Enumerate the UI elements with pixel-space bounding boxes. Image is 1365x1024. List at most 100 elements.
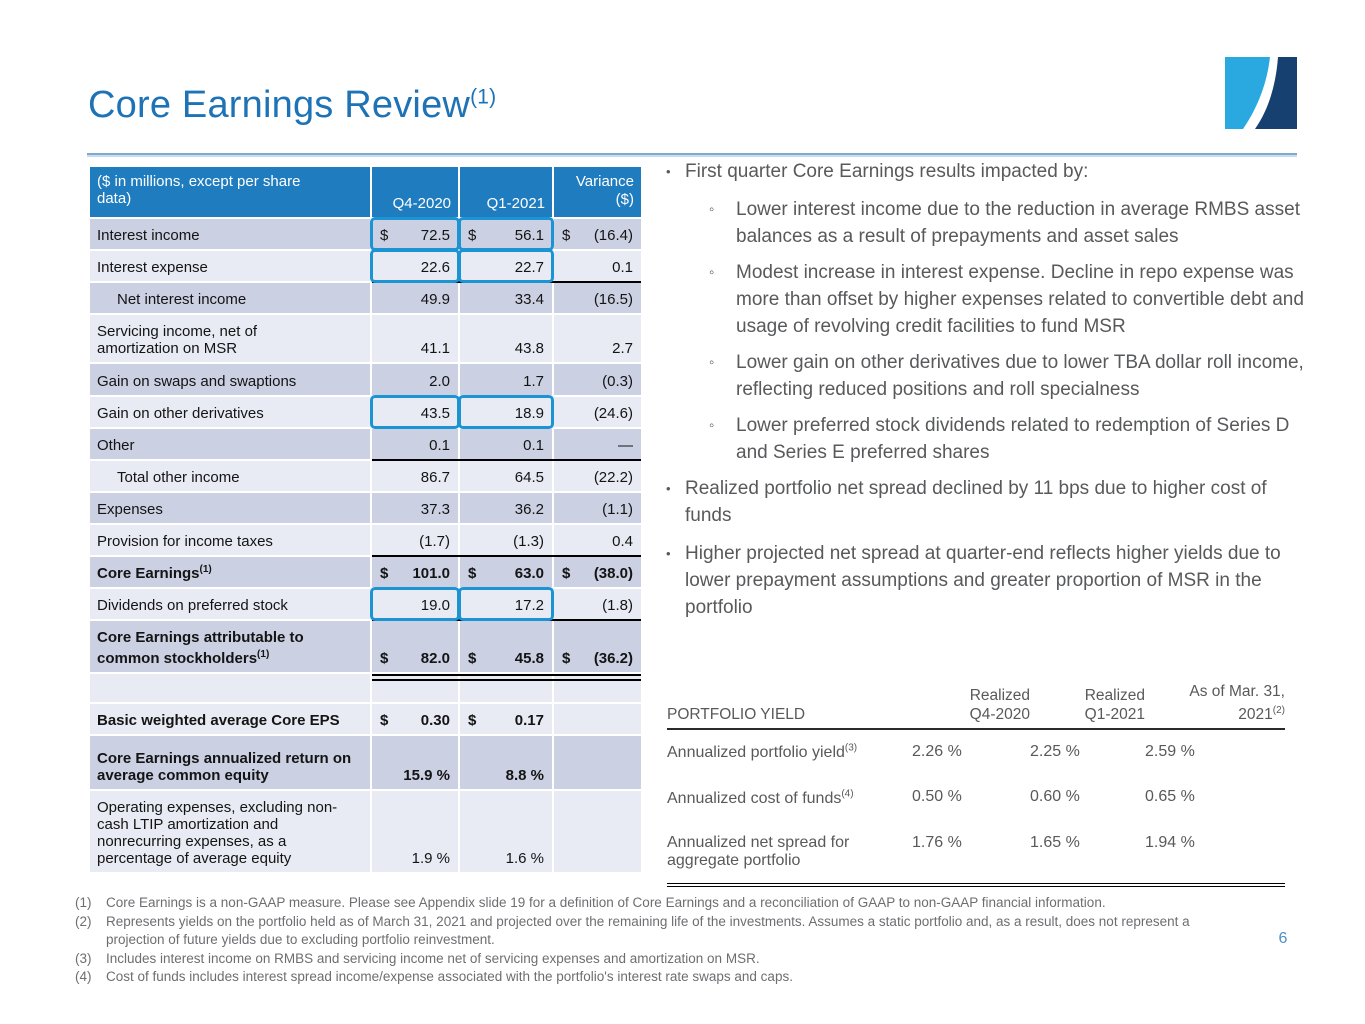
value-text: 63.0 (514, 565, 544, 582)
row-label: Expenses (97, 501, 163, 518)
portfolio-value-cell: 1.76 % (912, 834, 1030, 870)
sub-bullet-text: Lower gain on other derivatives due to l… (736, 352, 1304, 400)
company-logo-icon (1225, 57, 1297, 129)
portfolio-row-label: Annualized portfolio yield(3) (667, 743, 858, 762)
value-text: 0.4 (612, 533, 633, 550)
cell-value: (0.3) (554, 373, 641, 390)
portfolio-table-title-text: PORTFOLIO YIELD (667, 706, 806, 724)
commentary-bullet-list: • First quarter Core Earnings results imp… (663, 158, 1311, 632)
bullet-text: Realized portfolio net spread declined b… (685, 478, 1267, 526)
q4-value-cell: 0.1 (372, 429, 458, 459)
q4-value-cell: 22.6 (370, 249, 460, 283)
portfolio-value: 0.60 % (1030, 788, 1080, 806)
cell-value: 0.4 (554, 533, 641, 550)
currency-sign: $ (468, 650, 477, 667)
currency-sign: $ (468, 565, 477, 582)
variance-value-cell (554, 791, 641, 872)
value-text: (38.0) (593, 565, 633, 582)
sub-bullet-item: ◦ Modest increase in interest expense. De… (663, 259, 1311, 340)
core-earnings-table: ($ in millions, except per share data) Q… (90, 167, 641, 874)
sub-bullet-icon: ◦ (709, 264, 715, 281)
variance-value-cell: 0.4 (554, 525, 641, 555)
cell-value: — (554, 437, 641, 454)
row-label: Gain on swaps and swaptions (97, 373, 297, 390)
bullet-icon: • (666, 546, 671, 561)
table-row: Basic weighted average Core EPS $0.30 $0.1… (90, 704, 641, 734)
variance-value-cell: (1.8) (554, 589, 641, 619)
q4-value-cell: 49.9 (372, 283, 458, 313)
footnote-ref: (1) (199, 564, 212, 575)
value-text: 8.8 % (505, 767, 544, 784)
bullet-icon: • (666, 164, 671, 179)
col-header-q4-2020: Q4-2020 (392, 195, 451, 212)
table-row: Core Earnings(1) $101.0 $63.0 $ (38.0) (90, 557, 641, 587)
q1-value-cell: 1.7 (460, 364, 552, 395)
q1-value-cell: $0.17 (460, 704, 552, 734)
value-text: (1.7) (419, 533, 450, 550)
cell-value: (24.6) (554, 405, 641, 422)
cell-value: 2.7 (554, 340, 641, 357)
row-label-cell: Servicing income, net of amortization on… (90, 315, 370, 362)
subtotal-rule-line (372, 281, 641, 283)
cell-value: (1.7) (372, 533, 458, 550)
value-text: (36.2) (593, 650, 633, 667)
row-label-cell: Gain on other derivatives (90, 397, 370, 427)
footnote-item: (2) Represents yields on the portfolio he… (75, 913, 1210, 950)
portfolio-header-cell: As of Mar. 31, 2021(2) (1145, 682, 1285, 728)
sub-bullet-item: ◦ Lower gain on other derivatives due to … (663, 349, 1311, 403)
row-label: Net interest income (117, 291, 247, 308)
cell-value: 15.9 % (372, 767, 458, 784)
row-label-cell: Expenses (90, 493, 370, 523)
value-text: 2.7 (612, 340, 633, 357)
value-text: (24.6) (593, 405, 633, 422)
variance-value-cell: (16.5) (554, 283, 641, 313)
currency-sign: $ (562, 650, 571, 667)
total-double-rule-line (372, 674, 641, 681)
cell-value: 1.9 % (372, 850, 458, 867)
sub-bullet-item: ◦ Lower preferred stock dividends related… (663, 412, 1311, 466)
portfolio-value: 1.76 % (912, 833, 962, 851)
value-text: 101.0 (412, 565, 450, 582)
row-label: Provision for income taxes (97, 533, 273, 550)
portfolio-header-cell: Realized Q4-2020 (912, 682, 1030, 728)
cell-value: 43.5 (372, 405, 458, 422)
row-label: Servicing income, net of amortization on… (97, 323, 258, 357)
portfolio-yield-header: PORTFOLIO YIELD Realized Q4-2020 Realized … (667, 682, 1285, 731)
variance-value-cell: 0.1 (554, 251, 641, 281)
variance-value-cell (554, 674, 641, 702)
value-text: 64.5 (514, 469, 544, 486)
value-text: 15.9 % (403, 767, 450, 784)
q1-value-cell: $45.8 (460, 621, 552, 672)
value-text: 36.2 (514, 501, 544, 518)
cell-value: 1.7 (460, 373, 552, 390)
portfolio-value-cell: 2.25 % (1030, 743, 1145, 762)
bullet-item: • Higher projected net spread at quarter-… (663, 540, 1311, 621)
value-text: 43.8 (514, 340, 544, 357)
cell-value: $0.17 (460, 712, 552, 729)
variance-value-cell: $ (36.2) (554, 621, 641, 672)
q4-value-cell: 37.3 (372, 493, 458, 523)
cell-value: 18.9 (460, 405, 552, 422)
header-q1-2021-cell: Q1-2021 (460, 167, 552, 217)
currency-sign: $ (562, 227, 571, 244)
value-text: 49.9 (420, 291, 450, 308)
variance-value-cell: (1.1) (554, 493, 641, 523)
row-label: Gain on other derivatives (97, 405, 264, 422)
value-text: 0.1 (523, 437, 544, 454)
q4-value-cell: $82.0 (372, 621, 458, 672)
sub-bullet-item: ◦ Lower interest income due to the reduct… (663, 196, 1311, 250)
currency-sign: $ (562, 565, 571, 582)
portfolio-row: Annualized portfolio yield(3) 2.26 % 2.25 … (667, 730, 1285, 775)
q1-value-cell: $63.0 (460, 557, 552, 587)
value-text: (22.2) (593, 469, 633, 486)
header-q4-2020-cell: Q4-2020 (372, 167, 458, 217)
footnote-text: Cost of funds includes interest spread i… (106, 969, 793, 984)
row-label-cell: Total other income (90, 461, 370, 491)
q4-value-cell: 41.1 (372, 315, 458, 362)
row-label-cell: Other (90, 429, 370, 459)
cell-value: 2.0 (372, 373, 458, 390)
q1-value-cell: 64.5 (460, 461, 552, 491)
bullet-text: Higher projected net spread at quarter-e… (685, 543, 1281, 618)
variance-value-cell (554, 736, 641, 789)
